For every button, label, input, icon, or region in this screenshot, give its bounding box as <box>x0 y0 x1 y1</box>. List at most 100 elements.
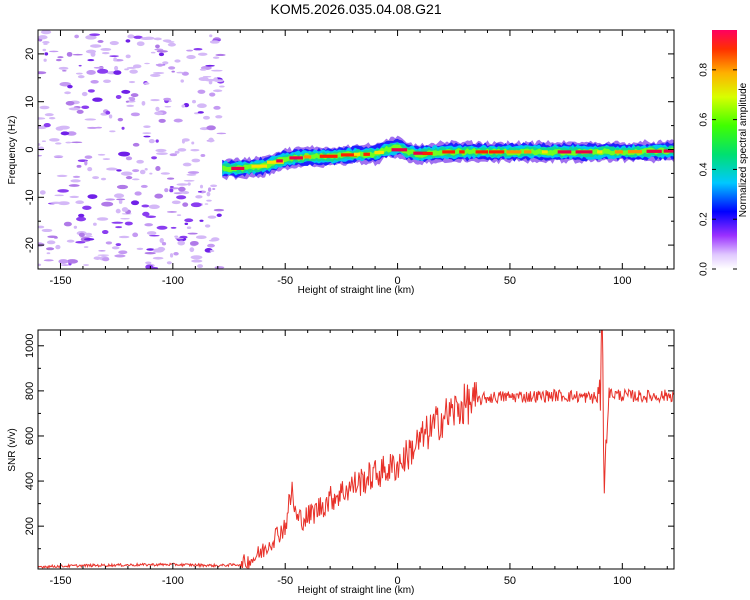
noise-speckle <box>63 221 72 227</box>
noise-speckle <box>150 98 160 102</box>
noise-speckle <box>39 190 46 195</box>
noise-speckle <box>143 125 151 129</box>
noise-speckle <box>89 44 102 48</box>
noise-speckle <box>161 241 167 246</box>
noise-speckle <box>169 188 174 193</box>
noise-speckle <box>115 208 121 214</box>
noise-speckle <box>60 264 70 266</box>
noise-speckle <box>109 40 119 46</box>
noise-speckle <box>197 52 208 56</box>
noise-speckle <box>121 89 131 94</box>
snr-series-line <box>38 330 674 569</box>
noise-speckle <box>177 240 186 246</box>
noise-speckle <box>124 221 133 226</box>
noise-speckle <box>65 141 72 144</box>
noise-speckle <box>83 246 89 248</box>
noise-speckle <box>216 213 222 217</box>
noise-speckle <box>190 255 203 260</box>
colorbar-tick-label: 0.0 <box>699 262 710 276</box>
noise-speckle <box>186 173 197 176</box>
noise-speckle <box>43 122 51 128</box>
noise-speckle <box>129 97 136 102</box>
noise-speckle <box>116 184 129 190</box>
noise-speckle <box>54 194 64 197</box>
noise-speckle <box>171 70 175 73</box>
noise-speckle <box>38 143 41 146</box>
noise-speckle <box>83 235 94 238</box>
colorbar-gradient <box>712 30 737 269</box>
noise-speckle <box>97 153 106 156</box>
spectrogram-x-tick-label: -150 <box>49 275 71 287</box>
noise-speckle <box>178 186 186 192</box>
noise-speckle <box>101 201 114 207</box>
noise-speckle <box>125 100 129 103</box>
noise-speckle <box>199 68 207 71</box>
noise-speckle <box>171 200 181 205</box>
noise-speckle <box>189 247 195 253</box>
noise-speckle <box>209 40 220 44</box>
ridge-hot-segment <box>353 152 361 156</box>
colorbar-tick-label: 0.8 <box>699 62 710 76</box>
spectrogram-x-tick-label: 50 <box>504 275 516 287</box>
snr-ticks: -150 -100 -50 0 50 100 200 400 600 800 1000 <box>24 330 674 587</box>
noise-speckle <box>101 229 109 235</box>
noise-speckle <box>166 177 175 180</box>
noise-speckle <box>48 116 56 120</box>
noise-speckle <box>96 217 109 221</box>
noise-speckle <box>38 154 43 157</box>
noise-speckle <box>156 50 168 53</box>
noise-speckle <box>66 51 73 57</box>
spectrogram-y-tick-label: -20 <box>24 237 36 253</box>
spectrogram-plot-area <box>38 30 674 269</box>
noise-speckle <box>167 42 176 47</box>
noise-speckle <box>166 211 177 213</box>
noise-speckle <box>158 52 165 57</box>
noise-speckle <box>155 139 159 143</box>
ridge-hot-segment <box>614 150 623 154</box>
noise-speckle <box>183 179 195 182</box>
noise-speckle <box>169 253 174 258</box>
noise-speckle <box>38 225 45 229</box>
noise-speckle <box>178 190 185 194</box>
noise-speckle <box>173 118 183 123</box>
noise-speckle <box>144 168 148 171</box>
noise-speckle <box>121 207 129 212</box>
noise-speckle <box>132 169 140 173</box>
ridge-hot-segment <box>276 159 283 163</box>
noise-speckle <box>42 41 50 44</box>
ridge-hot-segment <box>459 150 465 154</box>
noise-speckle <box>170 226 177 229</box>
noise-speckle <box>187 232 198 235</box>
noise-speckle <box>68 107 80 111</box>
noise-speckle <box>118 250 128 255</box>
noise-speckle <box>101 51 110 55</box>
noise-speckle <box>162 61 169 65</box>
noise-speckle <box>212 56 220 59</box>
noise-speckle <box>45 247 55 251</box>
noise-speckle <box>38 71 47 75</box>
ridge-hot-segment <box>340 153 357 157</box>
noise-speckle <box>130 200 140 206</box>
noise-speckle <box>143 36 155 40</box>
noise-speckle <box>213 77 218 82</box>
noise-speckle <box>142 211 150 217</box>
noise-speckle <box>169 153 178 157</box>
noise-speckle <box>160 172 170 175</box>
noise-speckle <box>125 39 131 43</box>
noise-speckle <box>87 89 95 93</box>
noise-speckle <box>184 222 189 225</box>
ridge-hot-segment <box>319 154 338 158</box>
snr-y-tick-label: 400 <box>24 472 36 490</box>
spectrogram-y-tick-label: 10 <box>24 96 36 108</box>
noise-speckle <box>146 248 155 251</box>
noise-speckle <box>191 259 203 263</box>
noise-speckle <box>116 169 122 172</box>
noise-speckle <box>43 259 54 262</box>
noise-speckle <box>67 84 73 89</box>
noise-speckle <box>206 199 212 202</box>
noise-speckle <box>47 235 58 239</box>
noise-speckle <box>92 176 99 180</box>
noise-speckle <box>129 69 138 74</box>
noise-speckle <box>57 189 70 193</box>
